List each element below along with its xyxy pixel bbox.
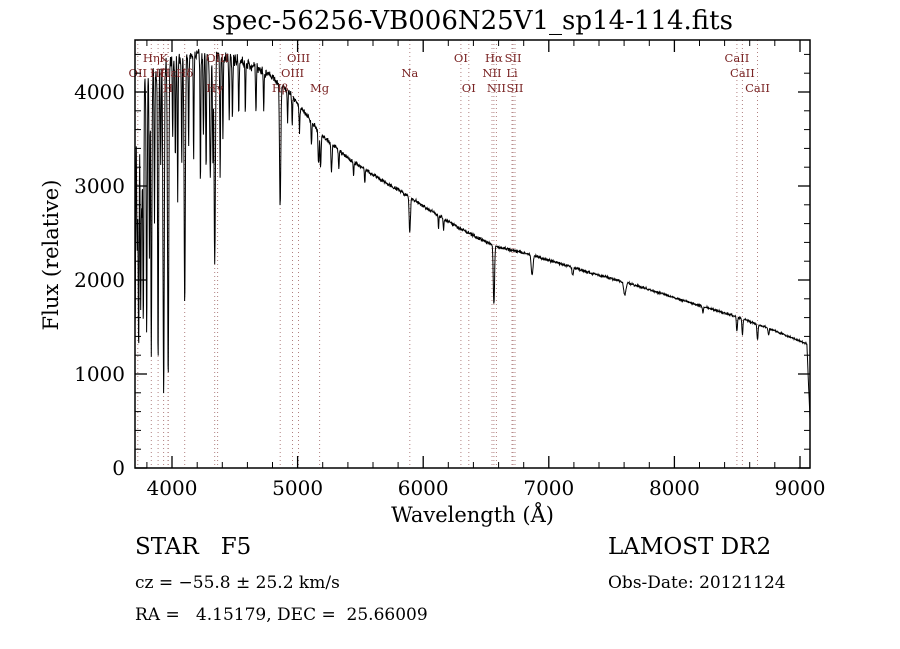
- y-tick-label: 0: [112, 456, 125, 480]
- line-label: OIII: [287, 51, 310, 65]
- line-label: Na: [401, 66, 418, 80]
- ra-dec-label: RA = 4.15179, DEC = 25.66009: [135, 605, 428, 625]
- spectrum-curve: [135, 48, 810, 420]
- line-label: SII: [505, 51, 522, 65]
- line-label: K: [159, 51, 168, 65]
- survey-label: LAMOST DR2: [608, 534, 772, 560]
- plot-title: spec-56256-VB006N25V1_sp14-114.fits: [212, 6, 733, 36]
- x-tick-label: 4000: [147, 476, 198, 500]
- line-label: Hε: [160, 66, 176, 80]
- line-label: CaII: [745, 81, 770, 95]
- line-label: H: [163, 81, 173, 95]
- x-axis-label: Wavelength (Å): [391, 503, 554, 527]
- line-label: CaII: [725, 51, 750, 65]
- line-label: CaII: [730, 66, 755, 80]
- line-label: Hδ: [176, 66, 193, 80]
- x-tick-label: 8000: [649, 476, 700, 500]
- obs-date-label: Obs-Date: 20121124: [608, 573, 786, 593]
- line-label: Hη: [143, 51, 160, 65]
- line-label: Hα: [485, 51, 503, 65]
- cz-label: cz = −55.8 ± 25.2 km/s: [135, 573, 340, 593]
- line-label: Hγ: [206, 81, 223, 95]
- y-axis-label: Flux (relative): [39, 179, 63, 331]
- line-label: OI: [454, 51, 468, 65]
- y-tick-label: 4000: [74, 80, 125, 104]
- line-label: NII: [482, 66, 501, 80]
- line-label: SII: [507, 81, 524, 95]
- axis-box: [134, 39, 811, 469]
- line-label: Hζ: [150, 66, 166, 80]
- line-label: Li: [506, 66, 518, 80]
- y-tick-label: 1000: [74, 362, 125, 386]
- line-label: Hβ: [272, 81, 289, 95]
- line-label: OI: [462, 81, 476, 95]
- y-tick-label: 2000: [74, 268, 125, 292]
- x-tick-label: 9000: [775, 476, 826, 500]
- x-tick-label: 6000: [398, 476, 449, 500]
- x-tick-label: 5000: [272, 476, 323, 500]
- object-class-label: STAR F5: [135, 534, 252, 560]
- line-label: NII: [487, 81, 506, 95]
- y-tick-label: 3000: [74, 174, 125, 198]
- line-label: OIII: [281, 66, 304, 80]
- x-tick-label: 7000: [523, 476, 574, 500]
- line-label: Mg: [310, 81, 330, 95]
- line-label: OIII: [206, 51, 229, 65]
